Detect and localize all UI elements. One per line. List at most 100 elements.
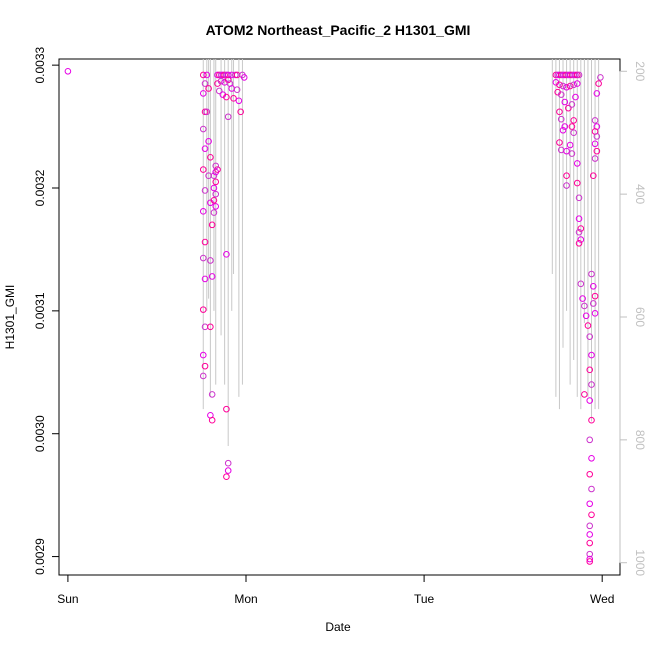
y-tick-label: 0.0030: [33, 415, 47, 452]
data-point: [240, 74, 248, 81]
data-point: [586, 550, 594, 558]
data-point: [199, 351, 207, 359]
y-tick-label: 0.0031: [33, 292, 47, 329]
data-point: [588, 511, 595, 519]
data-point: [593, 147, 601, 155]
secondary-y-axis: 200 400 600 800 1000: [619, 61, 647, 576]
data-point: [586, 531, 594, 538]
data-point: [561, 123, 569, 130]
data-point: [205, 138, 212, 145]
data-point: [588, 485, 595, 493]
data-point: [589, 282, 597, 290]
secondary-y-tick-label: 200: [633, 61, 647, 81]
data-point: [582, 312, 590, 320]
data-point: [557, 115, 565, 123]
line-layer: [202, 59, 600, 446]
x-tick-label: Mon: [234, 592, 257, 606]
secondary-y-tick-label: 400: [633, 184, 647, 204]
data-point: [588, 351, 595, 359]
data-point: [593, 133, 601, 140]
data-point: [591, 117, 599, 124]
data-point: [581, 302, 588, 310]
data-point: [561, 98, 569, 106]
data-point: [223, 405, 230, 413]
data-point: [210, 196, 218, 204]
data-point: [207, 153, 214, 161]
data-point: [586, 522, 594, 530]
data-point: [224, 71, 232, 79]
data-point: [586, 539, 594, 547]
data-point: [579, 295, 586, 302]
data-point: [214, 166, 221, 173]
data-point: [556, 139, 563, 146]
data-point: [199, 254, 207, 262]
data-point: [563, 147, 570, 155]
data-point: [212, 162, 220, 170]
data-point: [570, 117, 577, 124]
data-point: [232, 71, 239, 79]
data-point: [201, 145, 209, 152]
secondary-y-tick-label: 800: [633, 430, 647, 450]
data-point: [589, 300, 597, 307]
data-point: [588, 381, 595, 388]
data-point: [224, 76, 232, 84]
data-point: [223, 251, 230, 258]
data-point: [199, 125, 207, 133]
data-point: [210, 184, 218, 192]
data-point: [224, 113, 232, 121]
data-point: [572, 93, 579, 101]
data-point: [207, 323, 214, 331]
data-point: [201, 187, 209, 194]
data-point: [208, 273, 216, 280]
data-point: [573, 80, 581, 87]
data-point: [223, 93, 230, 101]
data-point: [208, 221, 216, 229]
data-point: [568, 101, 576, 108]
data-point: [572, 71, 579, 79]
x-tick-label: Sun: [57, 592, 78, 606]
point-layer: [64, 67, 604, 565]
data-point: [570, 129, 577, 137]
data-point: [217, 77, 225, 85]
data-point: [230, 95, 237, 102]
data-point: [215, 87, 223, 95]
data-point: [224, 459, 232, 467]
data-point: [588, 454, 595, 462]
data-point: [201, 362, 209, 370]
x-tick-label: Tue: [414, 592, 435, 606]
data-point: [201, 275, 209, 283]
data-point: [593, 90, 601, 97]
data-point: [573, 160, 581, 167]
data-point: [208, 391, 216, 398]
y-tick-label: 0.0032: [33, 169, 47, 206]
secondary-y-tick-label: 1000: [633, 549, 647, 576]
data-point: [586, 555, 594, 563]
data-point: [586, 436, 594, 444]
data-point: [586, 470, 594, 478]
data-point: [588, 270, 595, 278]
data-point: [568, 123, 576, 130]
data-point: [566, 82, 574, 90]
data-point: [235, 97, 243, 105]
data-point: [565, 104, 572, 112]
data-point: [233, 86, 241, 94]
x-axis-label: Date: [325, 620, 351, 634]
data-point: [589, 172, 597, 180]
data-point: [581, 391, 588, 398]
data-point: [199, 208, 207, 215]
data-point: [199, 90, 207, 97]
data-point: [591, 155, 599, 162]
data-point: [212, 190, 220, 198]
data-point: [575, 228, 583, 236]
data-point: [568, 150, 576, 157]
data-point: [563, 83, 570, 91]
data-point: [575, 71, 583, 79]
data-point: [591, 140, 599, 148]
plot-area: [58, 58, 621, 576]
data-point: [597, 74, 604, 81]
data-point: [201, 108, 209, 116]
data-point: [237, 108, 244, 116]
data-point: [586, 500, 594, 508]
data-point: [224, 467, 232, 474]
